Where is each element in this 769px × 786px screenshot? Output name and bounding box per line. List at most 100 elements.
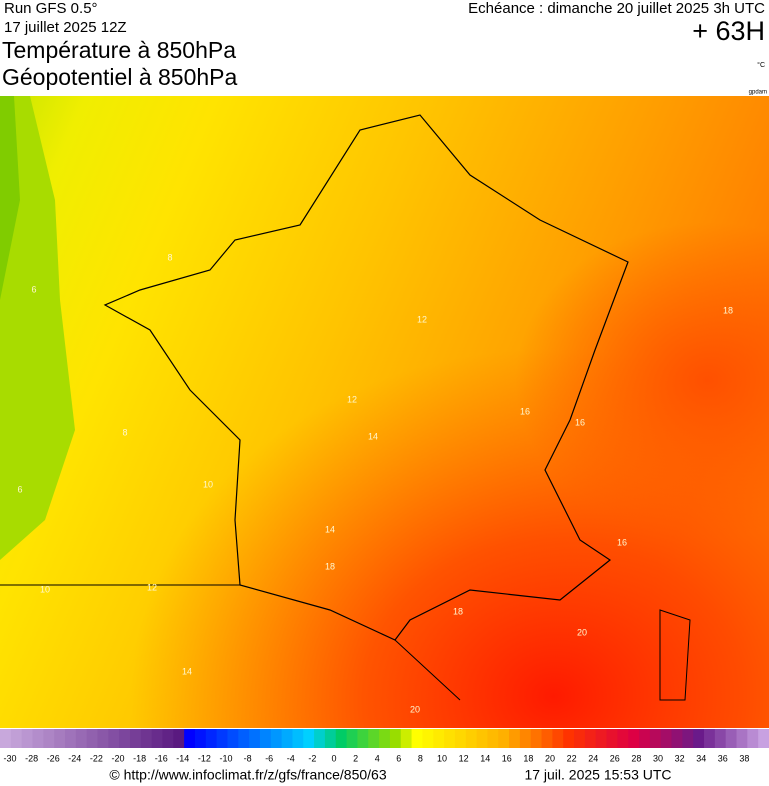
legend-label: -14: [176, 753, 189, 763]
legend-swatch: [725, 729, 738, 748]
contour-label: 16: [575, 417, 585, 427]
legend-swatch: [32, 729, 44, 748]
legend-swatch: [509, 729, 521, 748]
legend-label: -26: [47, 753, 60, 763]
legend-label: 22: [567, 753, 577, 763]
legend-swatch: [151, 729, 163, 748]
legend-swatch: [119, 729, 131, 748]
legend-swatch: [43, 729, 55, 748]
legend-swatch: [747, 729, 759, 748]
legend-label: 32: [675, 753, 685, 763]
legend-label: 2: [353, 753, 358, 763]
unit: °C: [757, 61, 765, 69]
legend-label: -22: [90, 753, 103, 763]
legend-swatch: [389, 729, 402, 748]
legend-swatch: [476, 729, 488, 748]
legend-swatch: [86, 729, 98, 748]
legend-swatch: [422, 729, 434, 748]
legend-swatch: [660, 729, 673, 748]
legend-swatch: [303, 729, 315, 748]
legend-swatch: [281, 729, 293, 748]
legend-swatch: [487, 729, 499, 748]
legend-label: 36: [718, 753, 728, 763]
legend-label: 26: [610, 753, 620, 763]
legend-swatch: [444, 729, 456, 748]
legend-swatch: [758, 729, 769, 748]
legend-label: 12: [459, 753, 469, 763]
legend-swatch: [563, 729, 575, 748]
warm-area: [0, 96, 769, 728]
legend-swatch: [162, 729, 174, 748]
contour-label: 16: [617, 537, 627, 547]
legend-swatch: [530, 729, 543, 748]
legend-label: -20: [111, 753, 124, 763]
legend-swatch: [541, 729, 553, 748]
legend-swatch: [216, 729, 228, 748]
legend-swatch: [704, 729, 716, 748]
legend-swatch: [649, 729, 662, 748]
contour-label: 12: [417, 314, 427, 324]
legend-swatch: [324, 729, 337, 748]
legend-swatch: [379, 729, 391, 748]
legend-swatch: [270, 729, 283, 748]
legend-swatch: [314, 729, 326, 748]
legend-swatch: [411, 729, 423, 748]
legend-swatch: [227, 729, 239, 748]
run-date: 17 juillet 2025 12Z: [4, 19, 127, 36]
legend: -30 -28 -26 -24 -22 -20 -18 -16 -14 -12 -10 -8 -6 -4-…: [0, 729, 769, 763]
legend-swatch: [682, 729, 694, 748]
legend-swatch: [97, 729, 109, 748]
legend-label: -6: [265, 753, 273, 763]
legend-swatch: [639, 729, 651, 748]
contour-label: 10: [40, 584, 50, 594]
legend-swatch: [606, 729, 618, 748]
legend-swatch: [259, 729, 272, 748]
coastline: [0, 584, 691, 701]
contour-label: 20: [410, 704, 420, 714]
legend-swatch: [552, 729, 564, 748]
legend-label: 20: [545, 753, 555, 763]
run: Run GFS 0.5°: [4, 0, 98, 17]
legend-swatch: [10, 729, 23, 748]
subtitle: Géopotentiel à 850hPa: [2, 64, 238, 90]
legend-swatch: [238, 729, 250, 748]
legend-swatch: [194, 729, 207, 748]
legend-label: -2: [308, 753, 316, 763]
legend-swatch: [628, 729, 640, 748]
legend-swatch: [498, 729, 510, 748]
legend-swatch: [21, 729, 33, 748]
legend-swatch: [75, 729, 88, 748]
contour-label: 8: [122, 427, 127, 437]
legend-swatch: [433, 729, 445, 748]
valid-time: Echéance : dimanche 20 juillet 2025 3h U…: [468, 0, 765, 17]
legend-swatch: [54, 729, 66, 748]
legend-label: 38: [739, 753, 749, 763]
contour-label: 14: [182, 666, 192, 676]
legend-label: -12: [198, 753, 211, 763]
legend-label: 16: [502, 753, 512, 763]
legend-label: 4: [375, 753, 380, 763]
contour-label: 14: [325, 524, 335, 534]
legend-label: -16: [155, 753, 168, 763]
france-outline: [103, 114, 629, 641]
legend-swatch: [574, 729, 586, 748]
legend-label: 24: [588, 753, 598, 763]
legend-label: 30: [653, 753, 663, 763]
legend-label: 28: [631, 753, 641, 763]
legend-swatch: [173, 729, 185, 748]
legend-label: 10: [437, 753, 447, 763]
legend-swatch: [0, 729, 12, 748]
footer-stamp: 17 juil. 2025 15:53 UTC: [524, 767, 671, 783]
legend-label: -4: [287, 753, 295, 763]
contour-label: 10: [203, 479, 213, 489]
legend-swatch: [671, 729, 683, 748]
legend-label: 6: [396, 753, 401, 763]
legend-label: 8: [418, 753, 423, 763]
legend-swatch: [140, 729, 153, 748]
contour-label: 6: [17, 484, 22, 494]
legend-swatch: [454, 729, 467, 748]
legend-label: -8: [244, 753, 252, 763]
contour-label: 18: [723, 305, 733, 315]
legend-swatch: [617, 729, 629, 748]
